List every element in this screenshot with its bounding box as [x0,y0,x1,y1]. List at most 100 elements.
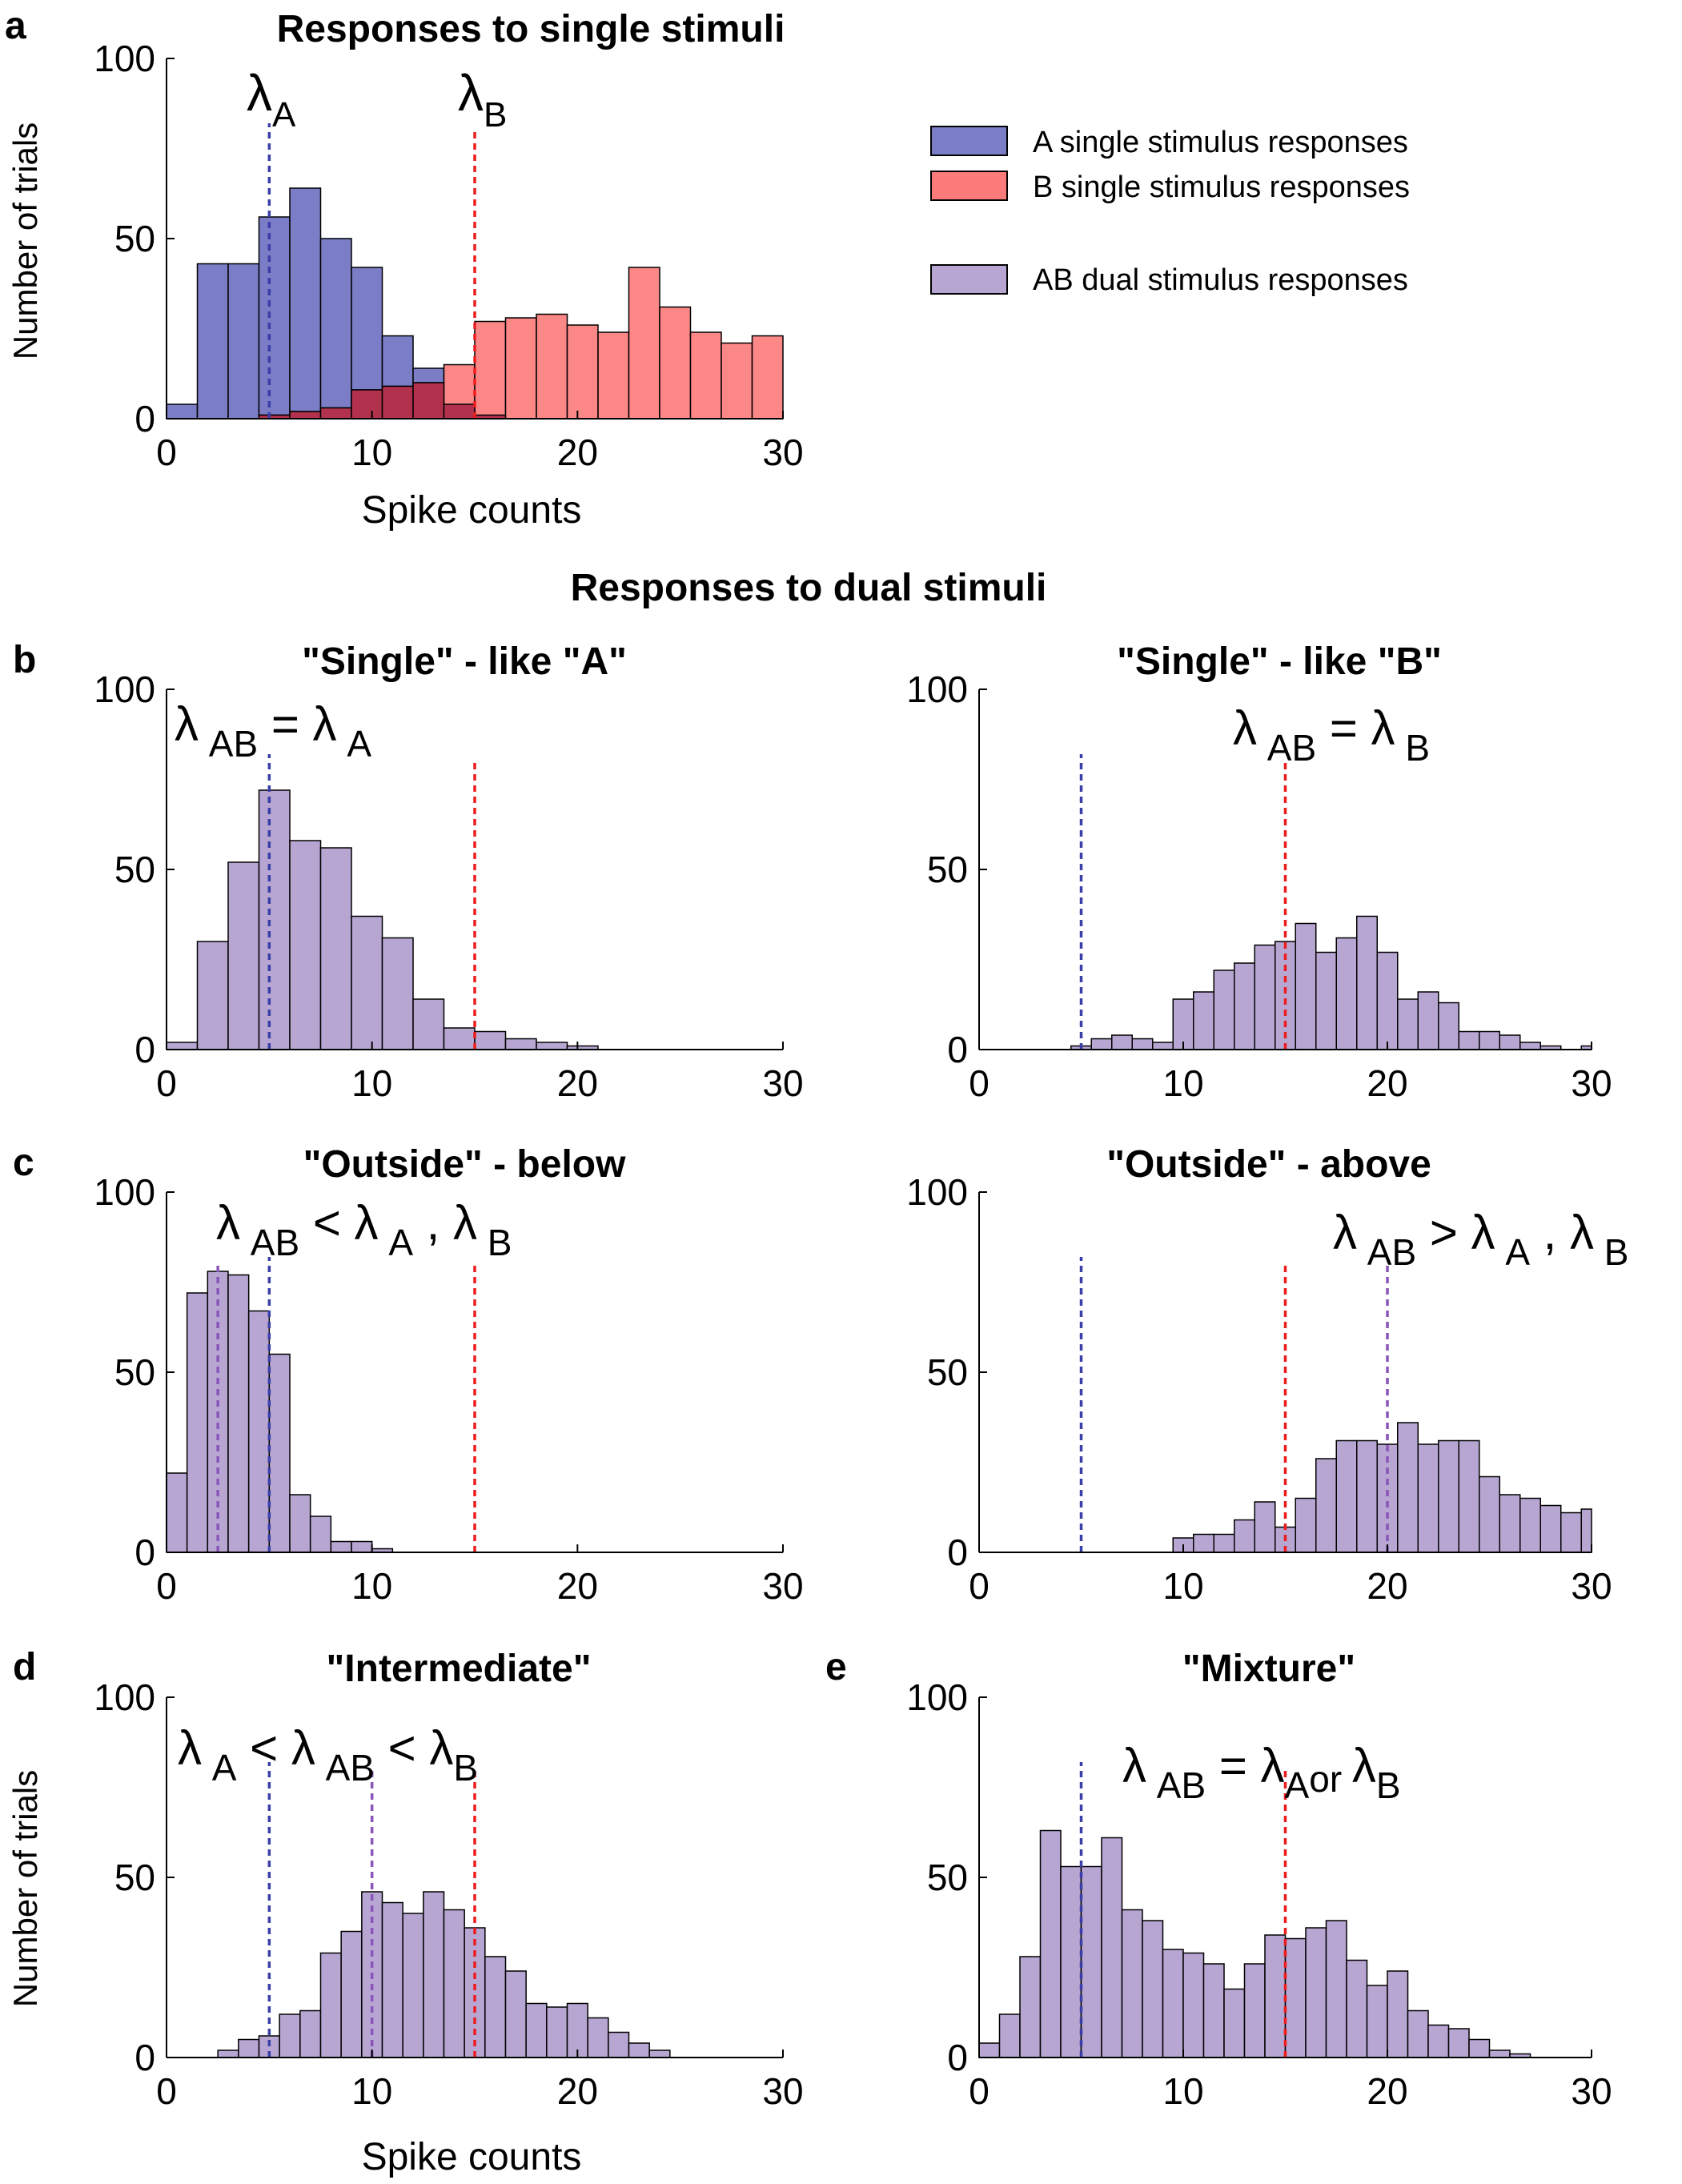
x-tick-label: 0 [156,2070,177,2112]
bar [1019,1956,1042,2058]
bar [1060,1865,1082,2058]
bar [319,847,352,1050]
bar [1479,1030,1500,1050]
panel-b-left: b "Single" - like "A" 0 10 20 30 0 50 100 λ AB… [13,639,804,1104]
bar [1234,962,1255,1050]
bar [1305,1927,1327,2058]
bar [1468,2038,1491,2058]
annotation-c-left: λ AB < λ A , λ B [216,1196,512,1263]
bar [1417,991,1439,1050]
y-tick-label: 50 [927,1351,968,1393]
ann-d-b: B [453,1747,478,1789]
bar [1315,1458,1337,1553]
bar [1131,1038,1154,1050]
bar [1090,1038,1113,1050]
panel-letter-a: a [5,5,26,47]
x-tick-label: 20 [1367,2070,1407,2112]
ann-e-ab: AB [1146,1764,1206,1806]
bar [1488,2050,1511,2058]
y-tick-label: 100 [94,38,155,79]
bar [1560,1512,1582,1553]
ann-e-b: B [1376,1764,1401,1806]
bar [1152,1042,1174,1050]
legend-swatch-a [930,126,1008,156]
bar [289,840,322,1050]
ann-c-left-lt: < λ [299,1196,378,1250]
bar [474,1030,507,1050]
bar [1366,1985,1388,2058]
ann-e-eq: = λ [1206,1739,1284,1793]
ann-b-left-lambda: λ [175,697,199,751]
bar [289,187,322,420]
panel-b-right: "Single" - like "B" 0 10 20 30 0 50 100 λ AB =… [906,640,1612,1104]
ann-b-right-b: B [1395,727,1430,769]
legend-label-ab: AB dual stimulus responses [1033,263,1408,297]
panel-d: d "Intermediate" Number of trials Spike … [6,1646,804,2178]
bar [1539,1504,1562,1553]
ann-e-lambda: λ [1122,1739,1146,1793]
bar [227,263,260,420]
chart-title-b-right: "Single" - like "B" [1117,640,1442,683]
y-tick-label: 100 [906,668,968,710]
bar [1499,1494,1521,1553]
bar [1407,2009,1429,2058]
panel-letter-b: b [13,639,36,681]
figure-title: Responses to dual stimuli [571,567,1047,609]
lambda-b-label: λB [458,64,507,134]
x-tick-label: 10 [351,1565,392,1607]
ann-d-lt1: < λ [236,1721,315,1775]
bar [247,1310,271,1553]
bar [1101,1837,1123,2058]
lambda-a-symbol: λ [247,64,272,122]
bar [443,1027,476,1050]
y-tick-label: 50 [114,849,155,890]
chart-title-c-left: "Outside" - below [303,1143,627,1186]
x-tick-label: 20 [557,1565,598,1607]
bar [1295,922,1317,1050]
bar [566,2002,588,2058]
ann-c-right-b: B [1594,1231,1628,1273]
bar [299,2009,322,2058]
bar [1376,951,1399,1050]
bar [464,1927,486,2058]
ann-d-ab: AB [315,1747,375,1789]
bar [1427,2024,1450,2058]
chart-title-e: "Mixture" [1182,1648,1355,1690]
bar [1346,1959,1368,2058]
y-tick-label: 0 [134,1532,155,1573]
bar [546,2006,568,2058]
lambda-b-symbol: λ [458,64,484,122]
bar [1254,944,1276,1050]
bar [648,2050,671,2058]
bar [536,1042,568,1050]
bar [1458,1439,1480,1553]
y-tick-label: 100 [94,668,155,710]
x-tick-label: 20 [557,2070,598,2112]
panel-letter-e: e [825,1646,847,1688]
bar [238,2038,260,2058]
ann-b-right-ab: AB [1257,727,1316,769]
ann-e-or: or [1309,1758,1352,1800]
overlap-bar [319,407,352,420]
x-tick-label: 30 [1571,1565,1612,1607]
ann-c-right-comma: , λ [1530,1206,1594,1259]
bar [268,1353,291,1553]
x-tick-label: 10 [351,1062,392,1104]
bar [289,1494,311,1553]
x-tick-label: 0 [969,2070,990,2112]
bar [319,238,352,420]
bar [1172,998,1194,1050]
lambda-b-sub: B [484,95,507,134]
x-tick-label: 30 [1571,2070,1612,2112]
x-tick-label: 30 [1571,1062,1612,1104]
bar [166,1042,199,1050]
annotation-e: λ AB = λAor λB [1122,1739,1401,1806]
bar [1397,1422,1419,1553]
ylabel-a: Number of trials [6,122,44,359]
x-tick-label: 30 [762,1062,803,1104]
bar [1193,1533,1214,1553]
plot-d: 0 10 20 30 0 50 100 [94,1676,803,2112]
bar [319,1952,342,2058]
